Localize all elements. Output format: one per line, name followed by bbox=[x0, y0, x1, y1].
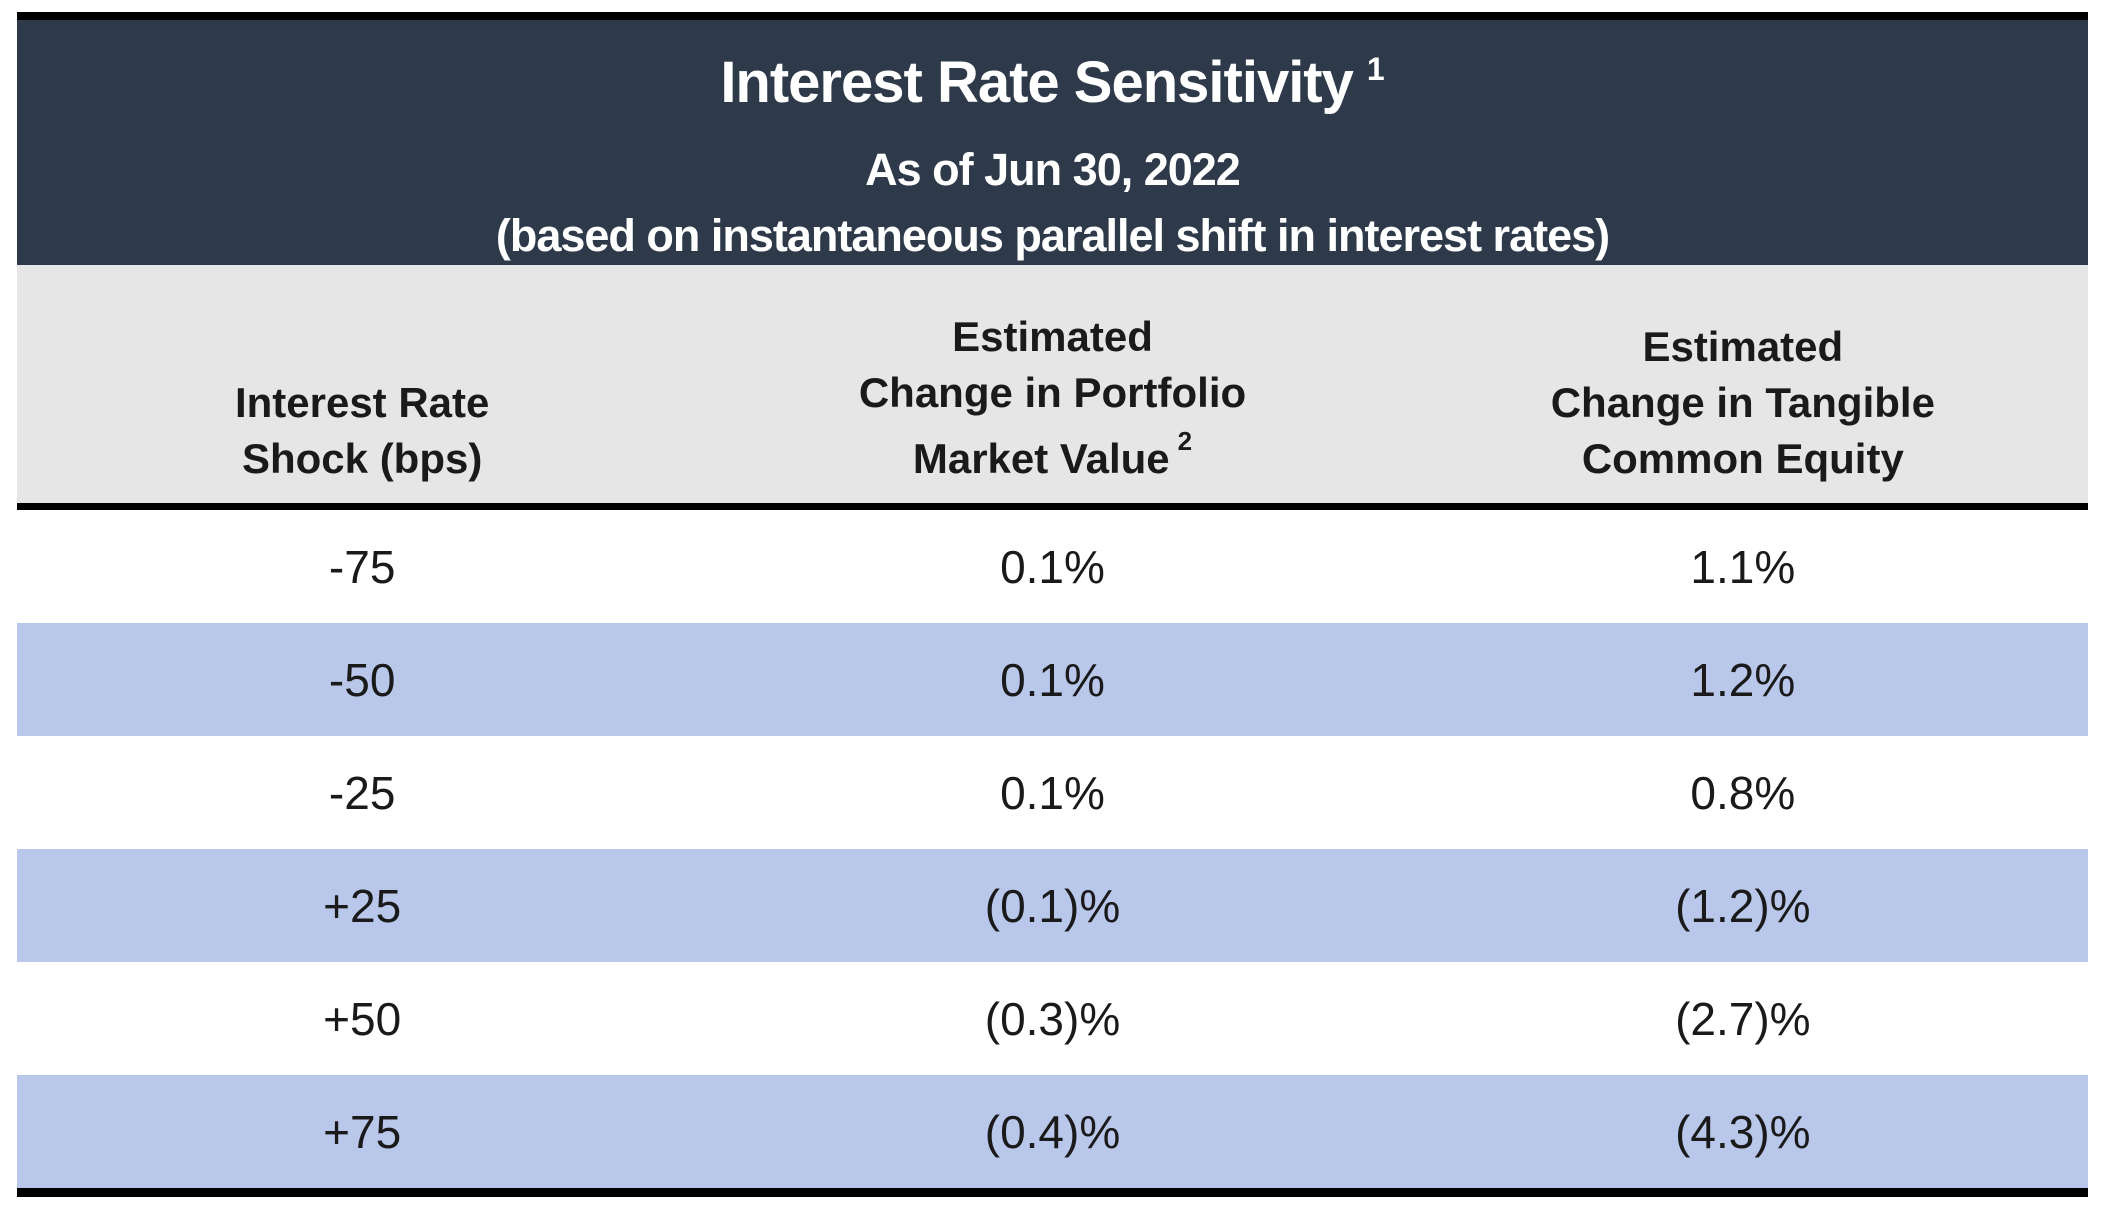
methodology-subtitle: (based on instantaneous parallel shift i… bbox=[495, 210, 1610, 261]
header-divider-rule bbox=[17, 503, 2088, 510]
table-row-plus-50: +50 (0.3)% (2.7)% bbox=[17, 962, 2088, 1075]
column-header-line: Interest Rate bbox=[234, 379, 490, 426]
table-row-minus-50: -50 0.1% 1.2% bbox=[17, 623, 2088, 736]
portfolio-change-value: 0.1% bbox=[1000, 540, 1105, 593]
shock-value: -25 bbox=[328, 766, 396, 819]
column-header-line: Change in Portfolio bbox=[858, 369, 1247, 416]
data-table: Interest Rate Sensitivity 1 As of Jun 30,… bbox=[17, 12, 2088, 1197]
column-header-tangible-common-equity: Estimated Change in Tangible Common Equi… bbox=[1398, 319, 2088, 487]
tce-change-value: 1.2% bbox=[1690, 653, 1796, 706]
table-row-plus-75: +75 (0.4)% (4.3)% bbox=[17, 1075, 2088, 1188]
tce-change-value: (1.2)% bbox=[1675, 879, 1811, 932]
column-header-line: Market Value 2 bbox=[707, 421, 1397, 487]
table-row-minus-25: -25 0.1% 0.8% bbox=[17, 736, 2088, 849]
portfolio-change-value: (0.3)% bbox=[984, 992, 1121, 1045]
table-title-block: Interest Rate Sensitivity 1 As of Jun 30,… bbox=[17, 20, 2088, 265]
column-header-line-text: Market Value bbox=[912, 435, 1170, 482]
bottom-border-rule bbox=[17, 1188, 2088, 1197]
portfolio-change-value: 0.1% bbox=[1000, 766, 1105, 819]
column-header-line: Estimated bbox=[952, 313, 1153, 360]
table-title: Interest Rate Sensitivity bbox=[720, 50, 1354, 115]
shock-value: +25 bbox=[323, 879, 402, 932]
column-header-line: Common Equity bbox=[1581, 435, 1904, 482]
portfolio-change-value: (0.1)% bbox=[984, 879, 1121, 932]
tce-change-value: 0.8% bbox=[1690, 766, 1796, 819]
table-row-plus-25: +25 (0.1)% (1.2)% bbox=[17, 849, 2088, 962]
shock-value: -75 bbox=[328, 540, 396, 593]
portfolio-change-value: 0.1% bbox=[1000, 653, 1105, 706]
portfolio-footnote-marker: 2 bbox=[1177, 426, 1193, 456]
column-header-row: Interest Rate Shock (bps) Estimated Chan… bbox=[17, 265, 2088, 503]
tce-change-value: (2.7)% bbox=[1675, 992, 1811, 1045]
title-line: Interest Rate Sensitivity 1 bbox=[17, 44, 2088, 137]
as-of-date-subtitle: As of Jun 30, 2022 bbox=[865, 144, 1241, 195]
column-header-line: Estimated bbox=[1642, 323, 1844, 370]
top-border-rule bbox=[17, 12, 2088, 20]
table-row-minus-75: -75 0.1% 1.1% bbox=[17, 510, 2088, 623]
tce-change-value: (4.3)% bbox=[1675, 1105, 1811, 1158]
column-header-line: Shock (bps) bbox=[241, 435, 483, 482]
tce-change-value: 1.1% bbox=[1690, 540, 1796, 593]
shock-value: +75 bbox=[323, 1105, 402, 1158]
title-footnote-marker: 1 bbox=[1366, 50, 1385, 87]
column-header-line: Change in Tangible bbox=[1550, 379, 1935, 426]
shock-value: +50 bbox=[323, 992, 402, 1045]
column-header-portfolio-market-value: Estimated Change in Portfolio Market Val… bbox=[707, 309, 1397, 487]
portfolio-change-value: (0.4)% bbox=[984, 1105, 1121, 1158]
column-header-interest-rate-shock: Interest Rate Shock (bps) bbox=[17, 375, 707, 487]
shock-value: -50 bbox=[328, 653, 396, 706]
